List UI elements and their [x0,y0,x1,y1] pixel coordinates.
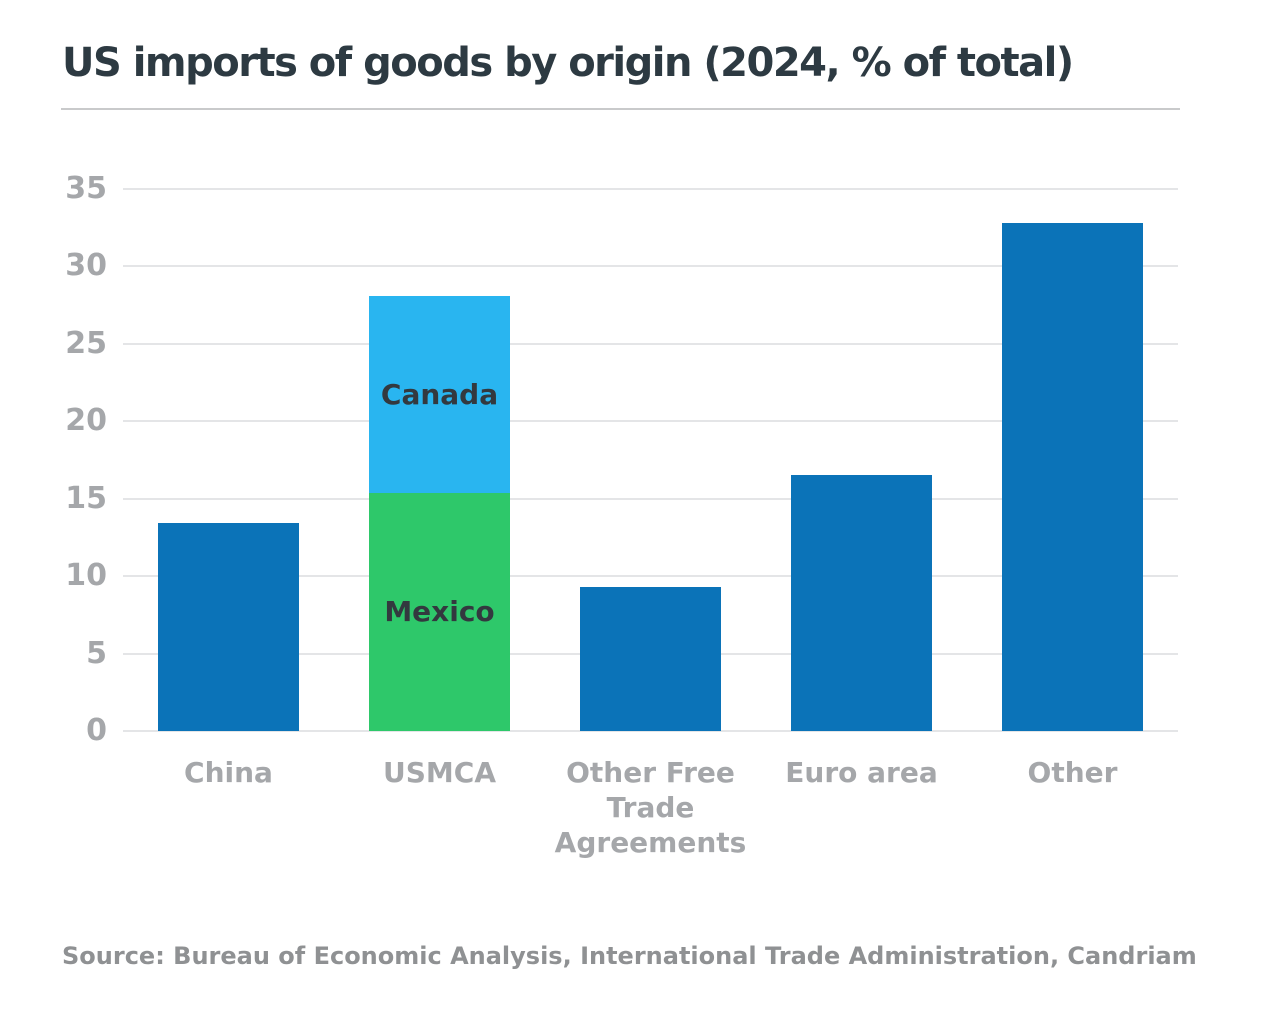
x-label-usmca: USMCA [383,756,496,789]
y-tick-label-20: 20 [65,403,107,439]
x-label-other: Other [1027,756,1118,789]
segment-label-mexico: Mexico [384,595,495,629]
bar-other-free-trade-agreements [580,586,721,731]
gridline-30 [123,265,1178,268]
bar-usmca-mexico [369,492,510,731]
gridline-10 [123,575,1178,578]
chart-title: US imports of goods by origin (2024, % o… [62,40,1074,86]
gridline-35 [123,188,1178,190]
source-note: Source: Bureau of Economic Analysis, Int… [62,942,1197,970]
gridline-0 [123,730,1178,732]
y-tick-label-35: 35 [65,171,107,206]
bar-euro-area [791,475,932,731]
bar-china [158,523,299,731]
title-divider [61,108,1180,110]
gridline-15 [123,497,1178,500]
y-tick-label-15: 15 [65,480,107,516]
x-label-euro-area: Euro area [785,756,938,789]
segment-label-canada: Canada [380,377,499,411]
y-tick-label-30: 30 [65,248,107,284]
gridline-20 [123,420,1178,423]
gridline-25 [123,342,1178,345]
bar-other [1002,223,1143,731]
x-label-china: China [184,756,273,789]
x-label-other-free-trade-agreements: Other Free Trade Agreements [554,756,747,859]
y-tick-label-10: 10 [65,558,107,594]
y-tick-label-25: 25 [65,325,107,361]
bar-usmca-canada [369,295,510,493]
y-tick-label-5: 5 [86,635,107,671]
y-tick-label-0: 0 [86,713,107,748]
